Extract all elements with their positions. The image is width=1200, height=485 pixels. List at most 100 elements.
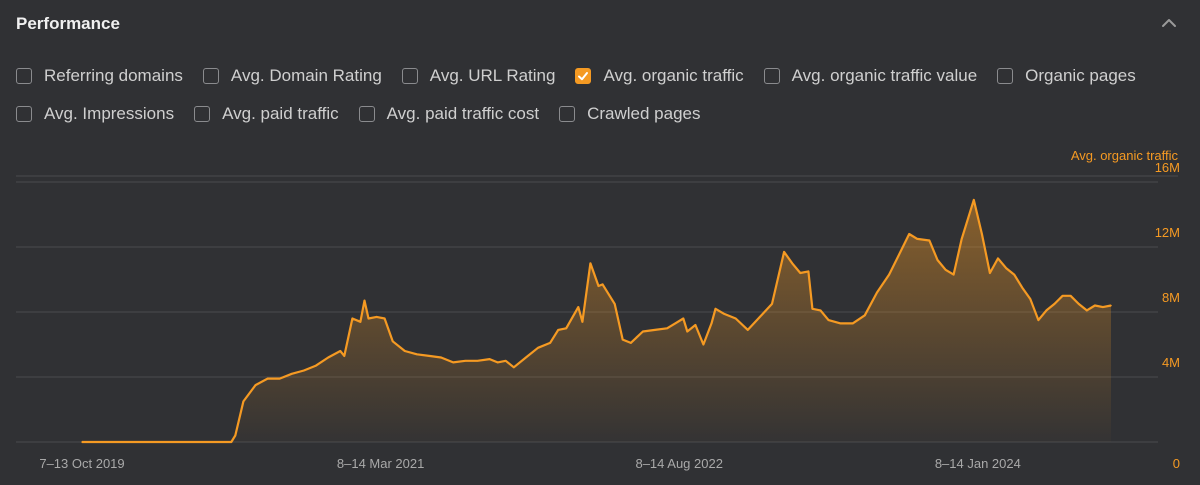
filter-organic-pages[interactable]: Organic pages bbox=[997, 66, 1136, 86]
filter-avg-url-rating[interactable]: Avg. URL Rating bbox=[401, 66, 556, 86]
x-tick-label: 7–13 Oct 2019 bbox=[39, 456, 124, 471]
data-point bbox=[654, 329, 656, 331]
filter-label: Avg. URL Rating bbox=[429, 66, 556, 85]
filter-avg-organic-traffic-value[interactable]: Avg. organic traffic value bbox=[763, 66, 978, 86]
data-point bbox=[888, 273, 890, 276]
data-point bbox=[771, 303, 773, 305]
filter-avg-domain-rating[interactable]: Avg. Domain Rating bbox=[202, 66, 382, 86]
metric-filters: Referring domains Avg. Domain Rating Avg… bbox=[16, 62, 1186, 138]
data-point bbox=[234, 434, 237, 437]
data-point bbox=[581, 321, 584, 323]
data-point bbox=[747, 329, 749, 331]
filter-label: Avg. organic traffic bbox=[603, 66, 744, 85]
filter-avg-paid-traffic[interactable]: Avg. paid traffic bbox=[194, 104, 339, 124]
checkbox[interactable] bbox=[16, 106, 32, 122]
data-point bbox=[1110, 304, 1112, 307]
x-tick-label: 8–14 Jan 2024 bbox=[935, 456, 1021, 471]
data-point bbox=[186, 441, 188, 443]
filter-avg-organic-traffic[interactable]: Avg. organic traffic bbox=[575, 66, 744, 86]
data-point bbox=[254, 384, 257, 386]
data-point bbox=[565, 327, 567, 330]
data-point bbox=[613, 303, 616, 305]
data-point bbox=[504, 360, 507, 362]
filter-label: Avg. paid traffic cost bbox=[386, 104, 540, 123]
y-tick-label: 4M bbox=[1162, 355, 1180, 370]
panel-title: Performance bbox=[16, 14, 120, 33]
data-point bbox=[242, 400, 245, 403]
data-point bbox=[811, 308, 814, 310]
filter-avg-paid-traffic-cost[interactable]: Avg. paid traffic cost bbox=[358, 104, 540, 124]
data-point bbox=[807, 270, 810, 273]
data-point bbox=[1029, 298, 1032, 300]
y-tick-label: 16M bbox=[1155, 160, 1180, 175]
data-point bbox=[839, 322, 842, 325]
data-point bbox=[375, 316, 378, 318]
x-tick-label: 8–14 Aug 2022 bbox=[635, 456, 722, 471]
data-point bbox=[601, 283, 604, 286]
series-line[interactable] bbox=[82, 198, 1112, 444]
checkbox[interactable] bbox=[16, 68, 32, 84]
data-point bbox=[303, 369, 305, 372]
data-point bbox=[557, 329, 559, 331]
data-point bbox=[327, 356, 330, 359]
data-point bbox=[278, 377, 281, 380]
data-point bbox=[404, 350, 406, 352]
data-point bbox=[452, 361, 455, 364]
data-point bbox=[682, 317, 685, 320]
data-point bbox=[1005, 267, 1007, 269]
data-point bbox=[642, 330, 644, 333]
data-point bbox=[549, 342, 551, 344]
checkbox[interactable] bbox=[194, 106, 211, 122]
data-point bbox=[464, 360, 467, 362]
data-point bbox=[1021, 286, 1023, 289]
data-point bbox=[876, 291, 878, 294]
collapse-button[interactable] bbox=[1160, 14, 1178, 32]
data-point bbox=[428, 355, 430, 357]
data-point bbox=[141, 441, 144, 443]
data-point bbox=[722, 312, 725, 315]
data-point bbox=[734, 317, 737, 320]
data-point bbox=[291, 373, 293, 375]
data-point bbox=[525, 356, 527, 359]
checkbox[interactable] bbox=[401, 68, 418, 84]
filter-label: Referring domains bbox=[44, 66, 183, 85]
data-point bbox=[952, 273, 955, 276]
data-point bbox=[1053, 303, 1056, 305]
checkbox[interactable] bbox=[997, 68, 1014, 84]
data-point bbox=[819, 309, 822, 312]
chevron-up-icon bbox=[1162, 19, 1176, 27]
filter-avg-impressions[interactable]: Avg. Impressions bbox=[16, 104, 174, 124]
data-point bbox=[960, 238, 963, 240]
data-point bbox=[537, 347, 539, 349]
x-tick-label: 8–14 Mar 2021 bbox=[337, 456, 424, 471]
data-point bbox=[218, 441, 220, 443]
filter-label: Organic pages bbox=[1025, 66, 1136, 85]
data-point bbox=[351, 317, 354, 320]
filter-referring-domains[interactable]: Referring domains bbox=[16, 66, 183, 86]
checkbox[interactable] bbox=[559, 106, 576, 122]
data-point bbox=[367, 317, 370, 320]
data-point bbox=[783, 251, 785, 253]
data-point bbox=[488, 358, 491, 360]
data-point bbox=[944, 269, 947, 271]
data-point bbox=[791, 262, 793, 265]
checkbox[interactable] bbox=[358, 106, 375, 122]
data-point bbox=[666, 327, 668, 330]
checkbox[interactable] bbox=[202, 68, 219, 84]
filter-crawled-pages[interactable]: Crawled pages bbox=[559, 104, 701, 124]
y-tick-label: 8M bbox=[1162, 290, 1180, 305]
filter-label: Avg. Domain Rating bbox=[230, 66, 382, 85]
data-point bbox=[1069, 295, 1072, 297]
data-point bbox=[343, 355, 346, 357]
filter-label: Avg. paid traffic bbox=[222, 104, 339, 123]
data-point bbox=[440, 356, 442, 359]
data-point bbox=[363, 299, 366, 302]
y-tick-label: 12M bbox=[1155, 225, 1180, 240]
data-point bbox=[827, 319, 830, 321]
data-point bbox=[339, 350, 342, 352]
checkbox[interactable] bbox=[575, 68, 592, 84]
data-point bbox=[1061, 295, 1064, 297]
filter-label: Avg. organic traffic value bbox=[791, 66, 978, 85]
filter-label: Crawled pages bbox=[587, 104, 701, 123]
checkbox[interactable] bbox=[763, 68, 780, 84]
